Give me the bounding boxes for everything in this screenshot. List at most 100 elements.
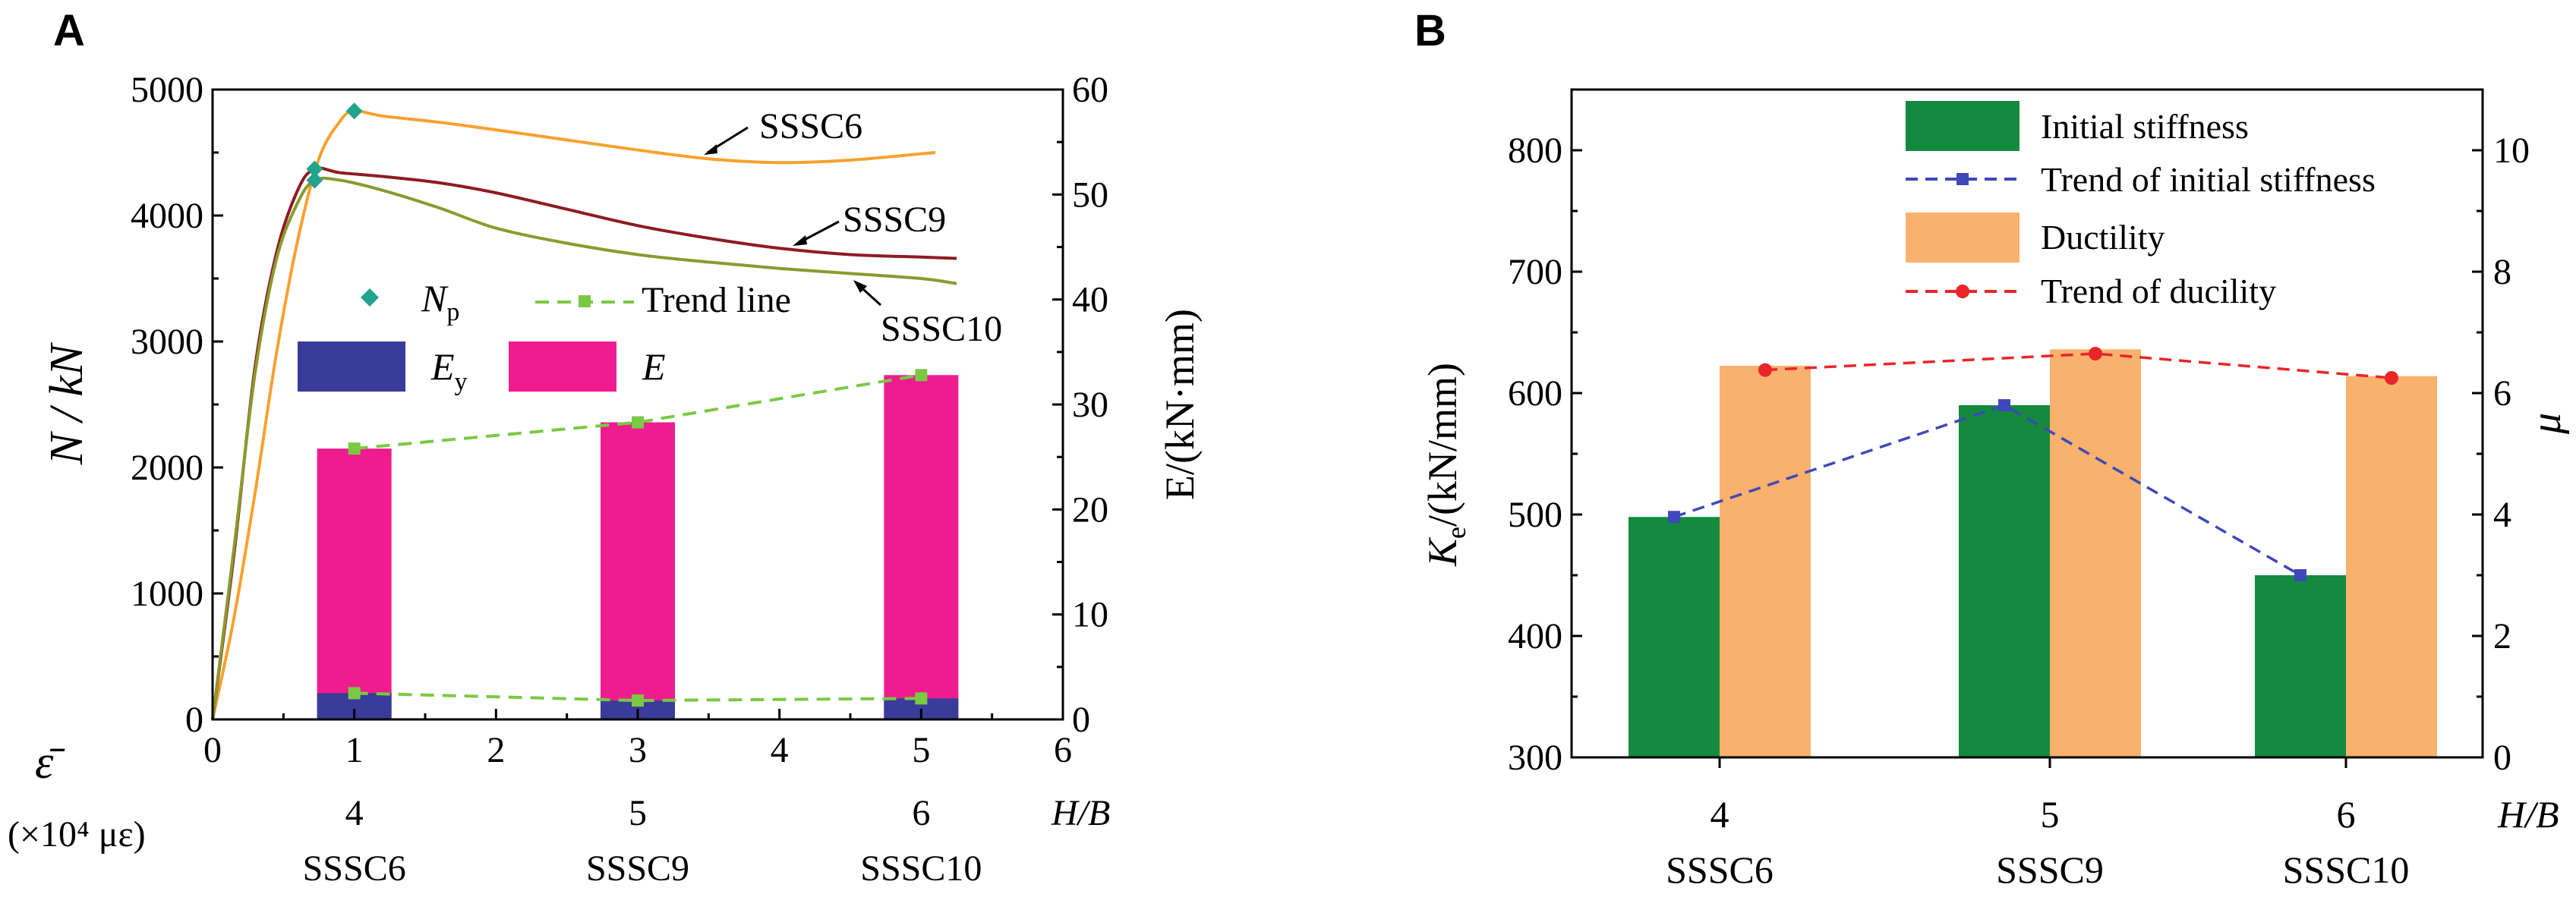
b-specimen-label-1: SSSC9 (1996, 848, 2104, 891)
panel-b-plot-frame (1570, 88, 2484, 759)
panel-a-trend-lines (348, 369, 928, 707)
panel-a-x-units: (×10⁴ με) (8, 814, 146, 855)
peak-marker-1 (306, 160, 323, 178)
b-y-left-tick-label-2: 500 (1508, 495, 1562, 535)
bar-initial-stiffness-1 (1959, 405, 2050, 757)
panel-b-x-label: H/B (2497, 793, 2559, 836)
b-y-right-tick-label-4: 8 (2493, 252, 2511, 292)
panel-b-axes: 300 400 500 600 700 800 0 2 4 6 8 10 (1508, 131, 2530, 778)
panel-a: A 0 1 2 3 4 5 60100020003000400050000102030405… (8, 6, 1203, 889)
legend-ductility-swatch (1906, 212, 2019, 263)
x-tick-label-0: 0 (203, 730, 222, 770)
secondary-x-tick-1: 5 (629, 793, 647, 833)
curve-label-sssc6: SSSC6 (759, 106, 862, 146)
legend-ductility-trend-marker (1956, 285, 1969, 298)
specimen-label-0: SSSC6 (303, 848, 406, 889)
b-y-right-tick-label-3: 6 (2493, 373, 2511, 414)
trend-initial-stiffness-marker-2 (2294, 569, 2306, 581)
curve-sssc6 (211, 109, 936, 720)
curve-label-sssc9: SSSC9 (843, 200, 946, 240)
panel-a-x-symbol: ε̄ (35, 737, 65, 788)
trend-marker-ey-0 (348, 687, 361, 700)
trend-ductility-marker-2 (2385, 371, 2398, 385)
arrowhead-sssc10 (853, 280, 867, 293)
b-category-label-2: 6 (2337, 793, 2356, 836)
trend-initial-stiffness-line (1673, 404, 2301, 577)
b-y-right-tick-label-2: 4 (2493, 495, 2511, 535)
curve-sssc10 (211, 176, 957, 720)
legend-trend-marker (579, 295, 591, 307)
trend-marker-e-0 (348, 442, 361, 455)
arrowhead-sssc6 (704, 144, 717, 155)
panel-b-y-right-title: μ (2523, 413, 2570, 435)
b-y-left-tick-label-4: 700 (1508, 252, 1562, 292)
trend-marker-e-2 (915, 369, 928, 382)
y-right-tick-label-2: 20 (1072, 489, 1108, 530)
b-y-left-tick-label-0: 300 (1508, 738, 1562, 778)
panel-a-label: A (53, 6, 85, 55)
panel-b: B 300 400 500 600 700 800 0 2 4 6 8 10 Initial stif… (1414, 6, 2570, 891)
legend-initial-stiffness-label: Initial stiffness (2041, 107, 2249, 146)
trend-ductility-marker-0 (1758, 363, 1772, 377)
secondary-x-tick-0: 4 (345, 793, 364, 833)
trend-ductility-marker-1 (2089, 347, 2102, 360)
bar-ductility-1 (2050, 349, 2141, 757)
y-right-tick-label-0: 0 (1072, 700, 1090, 740)
arrowhead-sssc9 (793, 235, 807, 246)
legend-ductility-label: Ductility (2041, 218, 2165, 257)
trend-ductility-line (1764, 352, 2392, 379)
specimen-label-2: SSSC10 (860, 848, 982, 889)
panel-b-y-left-title: Ke/(kN/mm) (1420, 363, 1471, 567)
legend-np-marker (361, 288, 379, 307)
trend-initial-stiffness-marker-1 (1998, 399, 2010, 411)
y-left-tick-label-3: 3000 (131, 322, 203, 362)
legend-e-swatch (509, 341, 616, 392)
b-category-label-0: 4 (1711, 793, 1729, 836)
b-y-right-tick-label-5: 10 (2493, 131, 2530, 171)
bar-ductility-0 (1720, 366, 1811, 757)
trend-line-ey (354, 691, 922, 703)
panel-a-legend: Np Trend line Ey E (298, 277, 791, 396)
legend-np-label: Np (421, 277, 459, 326)
x-tick-label-2: 2 (487, 730, 505, 770)
b-specimen-label-2: SSSC10 (2283, 848, 2410, 891)
panel-a-curve-annotations: SSSC6 SSSC9 SSSC10 (704, 106, 1002, 349)
trend-line-e (354, 373, 922, 451)
panel-b-legend: Initial stiffness Trend of initial stiff… (1906, 101, 2376, 310)
y-right-tick-label-5: 50 (1072, 175, 1108, 215)
b-y-left-tick-label-1: 400 (1508, 616, 1562, 656)
x-tick-label-1: 1 (345, 730, 364, 770)
legend-stiffness-trend-marker (1956, 173, 1969, 185)
trend-marker-ey-2 (915, 692, 928, 705)
b-y-left-tick-label-3: 600 (1508, 373, 1562, 414)
legend-e-label: E (642, 345, 666, 388)
peak-marker-0 (345, 102, 363, 120)
legend-initial-stiffness-swatch (1906, 101, 2019, 151)
y-right-tick-label-3: 30 (1072, 385, 1108, 425)
y-left-tick-label-2: 2000 (131, 448, 203, 488)
bar-e-sssc10 (884, 375, 959, 719)
bar-e-sssc9 (601, 422, 675, 719)
bar-initial-stiffness-0 (1629, 517, 1720, 757)
y-left-tick-label-1: 1000 (131, 574, 203, 614)
bar-e-sssc6 (317, 448, 392, 719)
b-y-right-tick-label-0: 0 (2493, 738, 2511, 778)
x-tick-label-5: 5 (912, 730, 930, 770)
trend-marker-ey-1 (632, 694, 644, 707)
specimen-label-1: SSSC9 (586, 848, 689, 889)
panel-b-categories: 4 SSSC6 5 SSSC9 6 SSSC10 (1666, 757, 2409, 891)
legend-ey-swatch (298, 341, 405, 392)
bar-initial-stiffness-2 (2255, 575, 2346, 757)
legend-trend-label: Trend line (642, 280, 791, 320)
b-category-label-1: 5 (2041, 793, 2060, 836)
panel-a-y-left-title: N / kN (41, 341, 93, 465)
panel-a-curves (211, 109, 957, 720)
panel-a-secondary-x-label: H/B (1051, 793, 1110, 833)
x-tick-label-6: 6 (1054, 730, 1072, 770)
b-y-right-tick-label-1: 2 (2493, 616, 2511, 656)
panel-b-label: B (1414, 6, 1446, 55)
legend-stiffness-trend-label: Trend of initial stiffness (2041, 160, 2376, 199)
y-left-tick-label-4: 4000 (131, 196, 203, 236)
trend-initial-stiffness-marker-0 (1668, 511, 1680, 524)
